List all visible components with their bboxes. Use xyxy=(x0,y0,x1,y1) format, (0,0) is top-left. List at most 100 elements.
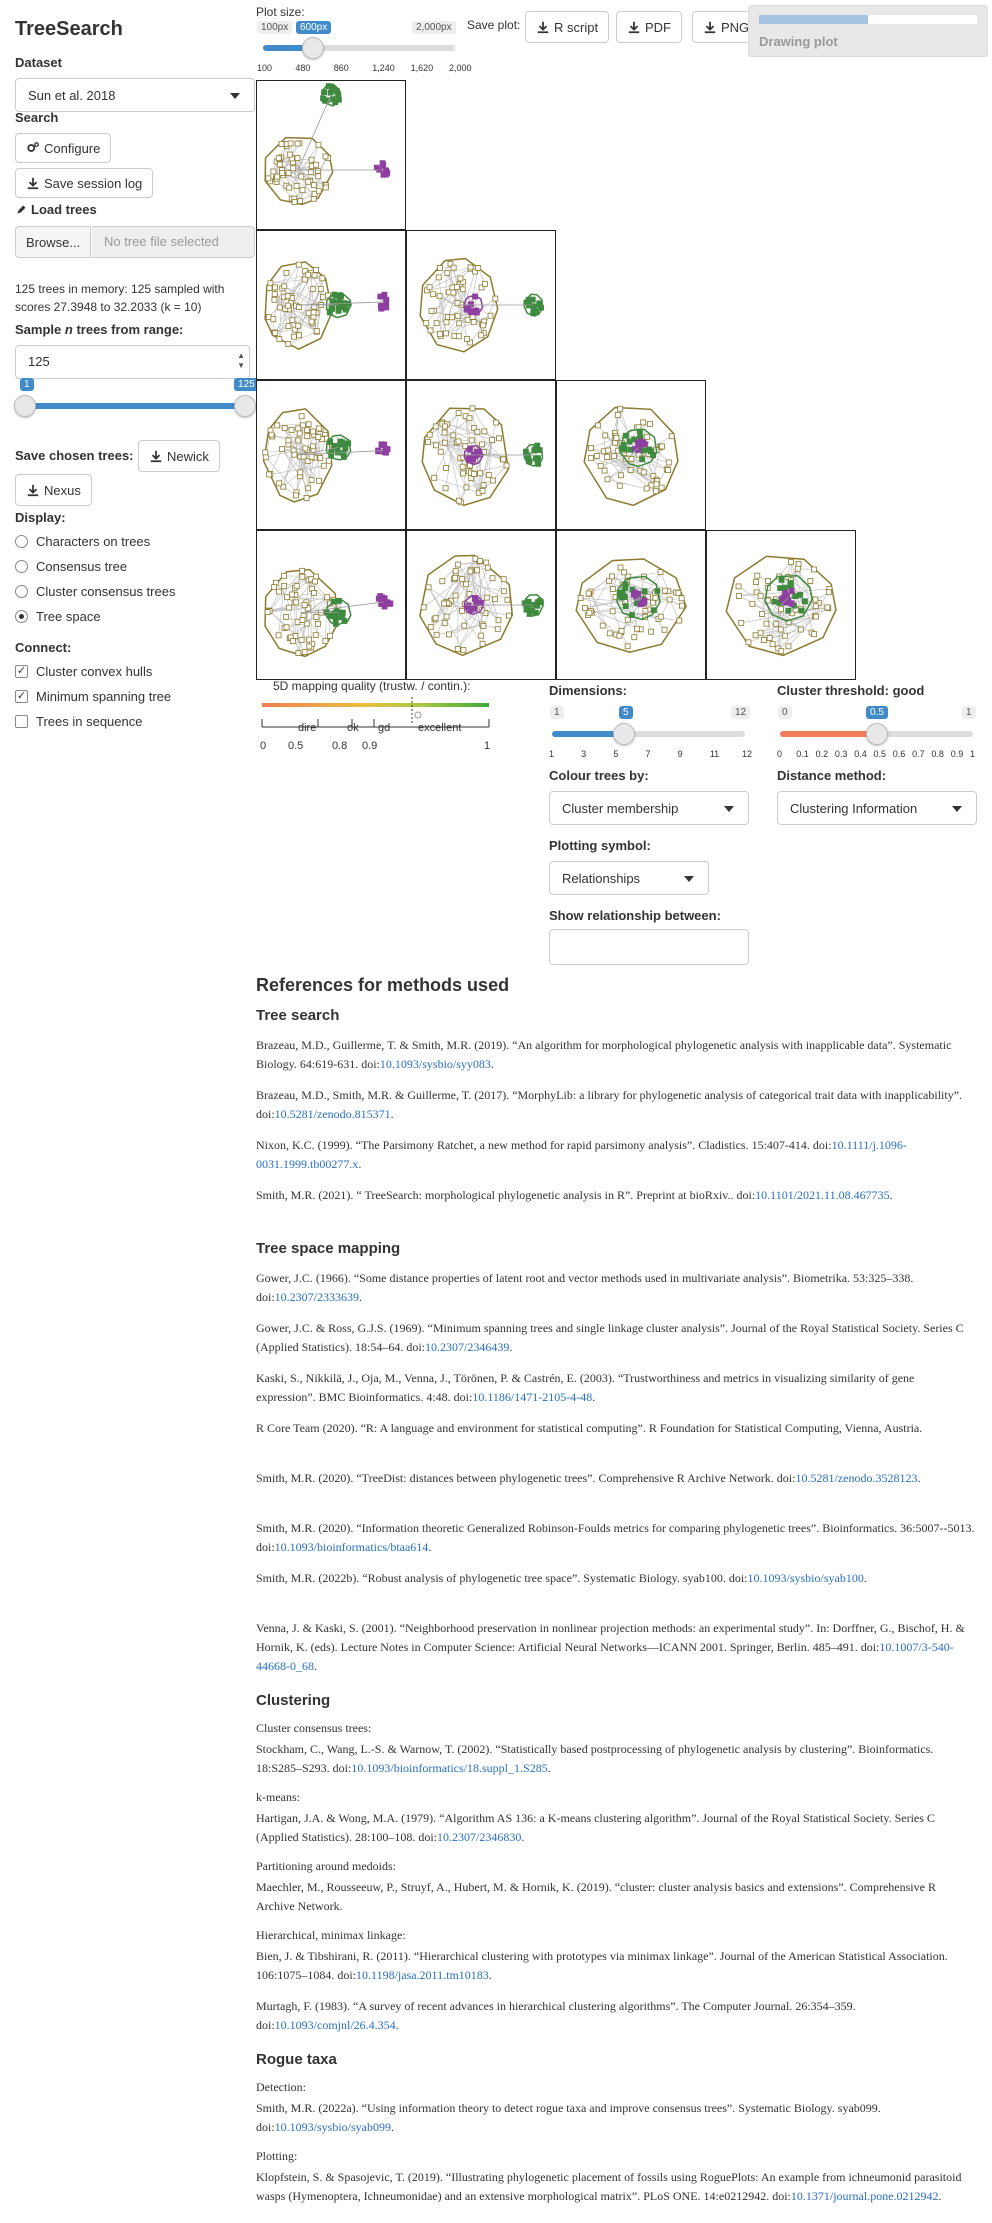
plotting-symbol-select[interactable]: Relationships xyxy=(549,861,709,895)
tree-point xyxy=(536,447,543,454)
doi-link[interactable]: 10.1111/j.1096-0031.1999.tb00277.x xyxy=(256,1138,907,1171)
tree-point xyxy=(625,573,632,580)
reference-end: . xyxy=(428,1540,432,1554)
tree-point xyxy=(782,584,788,591)
doi-link[interactable]: 10.5281/zenodo.3528123 xyxy=(795,1471,918,1485)
tree-point xyxy=(676,617,683,624)
dimensions-label: Dimensions: xyxy=(549,683,628,698)
tree-point xyxy=(450,264,457,271)
sample-range-min-handle[interactable] xyxy=(14,395,36,417)
tree-point xyxy=(623,432,629,439)
doi-link[interactable]: 10.2307/2346830 xyxy=(437,1830,522,1844)
tree-point xyxy=(295,425,302,432)
file-name-field[interactable]: No tree file selected xyxy=(92,226,255,258)
quality-tick: 0 xyxy=(260,740,267,752)
mst-edge xyxy=(457,612,486,650)
sample-count-input[interactable]: 125 ▲ ▼ xyxy=(15,345,250,379)
sample-range-bar[interactable] xyxy=(25,403,245,409)
tree-point xyxy=(753,589,760,596)
mst-edge xyxy=(612,611,622,632)
save-session-log-button[interactable]: Save session log xyxy=(15,168,154,198)
mst-edge xyxy=(435,426,464,474)
mst-edge xyxy=(442,422,500,439)
doi-link[interactable]: 10.1198/jasa.2011.tm10183 xyxy=(356,1968,489,1982)
display-option[interactable]: Characters on trees xyxy=(15,534,150,549)
tree-point xyxy=(619,592,626,599)
dimensions-track[interactable] xyxy=(552,731,745,737)
radio-button[interactable] xyxy=(15,585,28,598)
display-option[interactable]: Consensus tree xyxy=(15,559,127,574)
newick-button[interactable]: Newick xyxy=(138,440,220,472)
tree-point xyxy=(577,595,584,601)
tree-point xyxy=(381,291,388,298)
tree-point xyxy=(270,316,277,323)
reference-end: . xyxy=(521,1830,525,1844)
dimensions-handle[interactable] xyxy=(613,723,635,745)
tree-point xyxy=(653,488,659,495)
nexus-button[interactable]: Nexus xyxy=(15,474,92,506)
radio-button-selected[interactable] xyxy=(15,610,28,623)
plot-size-track[interactable] xyxy=(263,45,455,51)
checkbox-checked[interactable]: ✓ xyxy=(15,690,28,703)
r-script-button[interactable]: R script xyxy=(525,11,610,43)
connect-option-label: Trees in sequence xyxy=(36,714,143,729)
sample-range-max-handle[interactable] xyxy=(234,395,256,417)
tree-point xyxy=(295,261,302,268)
doi-link[interactable]: 10.1093/sysbio/syab100 xyxy=(747,1571,864,1585)
doi-link[interactable]: 10.1371/journal.pone.0212942 xyxy=(790,2189,939,2203)
tree-point xyxy=(299,187,306,194)
display-option-selected[interactable]: Tree space xyxy=(15,609,101,624)
doi-link[interactable]: 10.2307/2333639 xyxy=(274,1290,360,1304)
number-spinner-icon[interactable]: ▲ ▼ xyxy=(237,351,245,370)
doi-link[interactable]: 10.1093/sysbio/syy083 xyxy=(379,1057,491,1071)
doi-link[interactable]: 10.1007/3-540-44668-0_68 xyxy=(256,1640,954,1673)
checkbox[interactable] xyxy=(15,715,28,728)
pdf-button[interactable]: PDF xyxy=(616,11,682,43)
tree-point xyxy=(666,596,673,603)
tree-point xyxy=(657,613,664,620)
chevron-down-icon xyxy=(684,876,694,882)
colour-by-select[interactable]: Cluster membership xyxy=(549,791,749,825)
tree-point xyxy=(297,198,304,204)
browse-button[interactable]: Browse... xyxy=(15,226,92,258)
tree-point xyxy=(735,593,742,599)
tree-point xyxy=(454,312,461,319)
tree-point xyxy=(432,615,439,622)
tree-point xyxy=(529,296,536,303)
doi-link[interactable]: 10.1093/comjnl/26.4.354 xyxy=(274,2018,396,2032)
tree-point xyxy=(639,456,646,463)
connect-option[interactable]: ✓ Minimum spanning tree xyxy=(15,689,171,704)
tree-point xyxy=(617,472,624,479)
radio-button[interactable] xyxy=(15,560,28,573)
doi-link[interactable]: 10.1101/2021.11.08.467735 xyxy=(755,1188,890,1202)
mst-edge xyxy=(270,274,309,284)
configure-button[interactable]: Configure xyxy=(15,133,112,163)
connect-option[interactable]: ✓ Cluster convex hulls xyxy=(15,664,152,679)
radio-button[interactable] xyxy=(15,535,28,548)
connect-option[interactable]: Trees in sequence xyxy=(15,714,142,729)
tree-point xyxy=(325,457,332,464)
mst-edge xyxy=(269,570,303,612)
tree-point xyxy=(523,448,529,455)
display-option[interactable]: Cluster consensus trees xyxy=(15,584,175,599)
tree-point xyxy=(285,170,292,176)
mst-edge xyxy=(430,603,448,628)
checkbox-checked[interactable]: ✓ xyxy=(15,665,28,678)
threshold-handle[interactable] xyxy=(866,723,888,745)
doi-link[interactable]: 10.5281/zenodo.815371 xyxy=(274,1107,391,1121)
plot-size-handle[interactable] xyxy=(302,37,325,59)
tree-point xyxy=(807,578,814,584)
tree-point xyxy=(640,469,647,476)
show-relationship-input[interactable] xyxy=(549,929,749,965)
dataset-select[interactable]: Sun et al. 2018 xyxy=(15,78,255,112)
tree-point xyxy=(467,446,473,453)
doi-link[interactable]: 10.1093/bioinformatics/btaa614 xyxy=(274,1540,429,1554)
tree-point xyxy=(455,410,462,416)
doi-link[interactable]: 10.1186/1471-2105-4-48 xyxy=(472,1390,593,1404)
cluster-hull xyxy=(421,407,510,507)
doi-link[interactable]: 10.1093/bioinformatics/18.suppl_1.S285 xyxy=(351,1761,548,1775)
distance-method-select[interactable]: Clustering Information xyxy=(777,791,977,825)
doi-link[interactable]: 10.2307/2346439 xyxy=(425,1340,510,1354)
doi-link[interactable]: 10.1093/sysbio/syab099 xyxy=(274,2120,392,2134)
tree-point xyxy=(285,437,292,444)
